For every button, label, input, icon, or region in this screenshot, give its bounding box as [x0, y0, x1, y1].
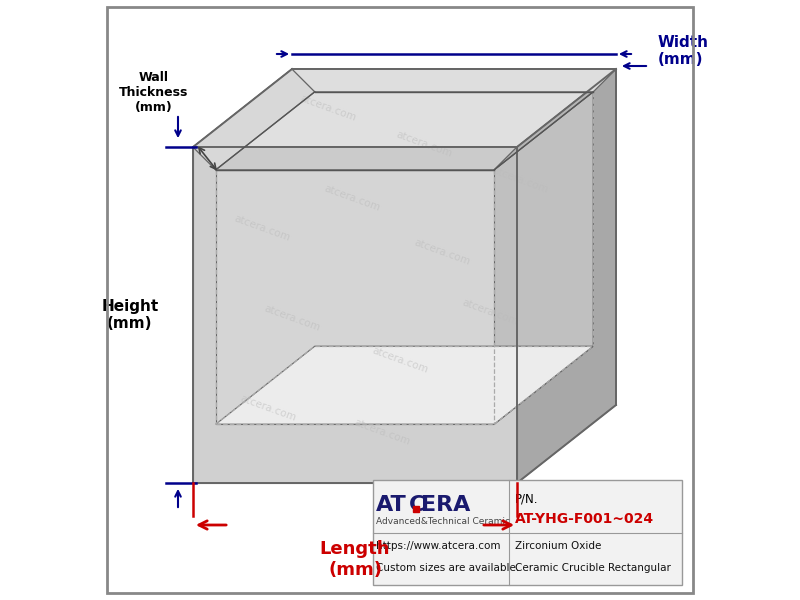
Text: atcera.com: atcera.com [370, 345, 430, 375]
Text: Zirconium Oxide: Zirconium Oxide [515, 541, 602, 551]
Polygon shape [193, 69, 314, 170]
Text: Width
(mm): Width (mm) [658, 35, 709, 67]
Text: Ceramic Crucible Rectangular: Ceramic Crucible Rectangular [515, 563, 671, 573]
Text: Advanced&Technical Ceramic: Advanced&Technical Ceramic [376, 517, 510, 527]
Text: Length
(mm): Length (mm) [320, 540, 390, 579]
Text: AT: AT [376, 495, 406, 515]
Text: atcera.com: atcera.com [413, 237, 471, 267]
Polygon shape [292, 69, 616, 92]
Text: Height
(mm): Height (mm) [102, 299, 158, 331]
Text: atcera.com: atcera.com [238, 393, 298, 423]
Text: Custom sizes are available.: Custom sizes are available. [376, 563, 519, 573]
Text: atcera.com: atcera.com [262, 303, 322, 333]
Polygon shape [193, 147, 517, 483]
Text: atcera.com: atcera.com [461, 297, 519, 327]
Text: atcera.com: atcera.com [490, 165, 550, 195]
Text: atcera.com: atcera.com [322, 183, 382, 213]
Text: P/N.: P/N. [515, 493, 538, 505]
Polygon shape [193, 147, 517, 170]
Text: atcera.com: atcera.com [353, 417, 411, 447]
Text: atcera.com: atcera.com [394, 129, 454, 159]
Polygon shape [216, 170, 494, 424]
Text: ERA: ERA [421, 495, 470, 515]
Text: AT-YHG-F001~024: AT-YHG-F001~024 [515, 512, 654, 526]
Polygon shape [494, 92, 594, 424]
Polygon shape [193, 69, 616, 147]
Polygon shape [517, 69, 616, 483]
Bar [373, 480, 682, 585]
Polygon shape [216, 346, 594, 424]
Text: https://www.atcera.com: https://www.atcera.com [376, 541, 501, 551]
Text: atcera.com: atcera.com [298, 93, 358, 123]
Text: C: C [409, 495, 426, 515]
Polygon shape [494, 69, 616, 170]
Text: Wall
Thickness
(mm): Wall Thickness (mm) [119, 71, 189, 114]
Text: atcera.com: atcera.com [233, 213, 291, 243]
